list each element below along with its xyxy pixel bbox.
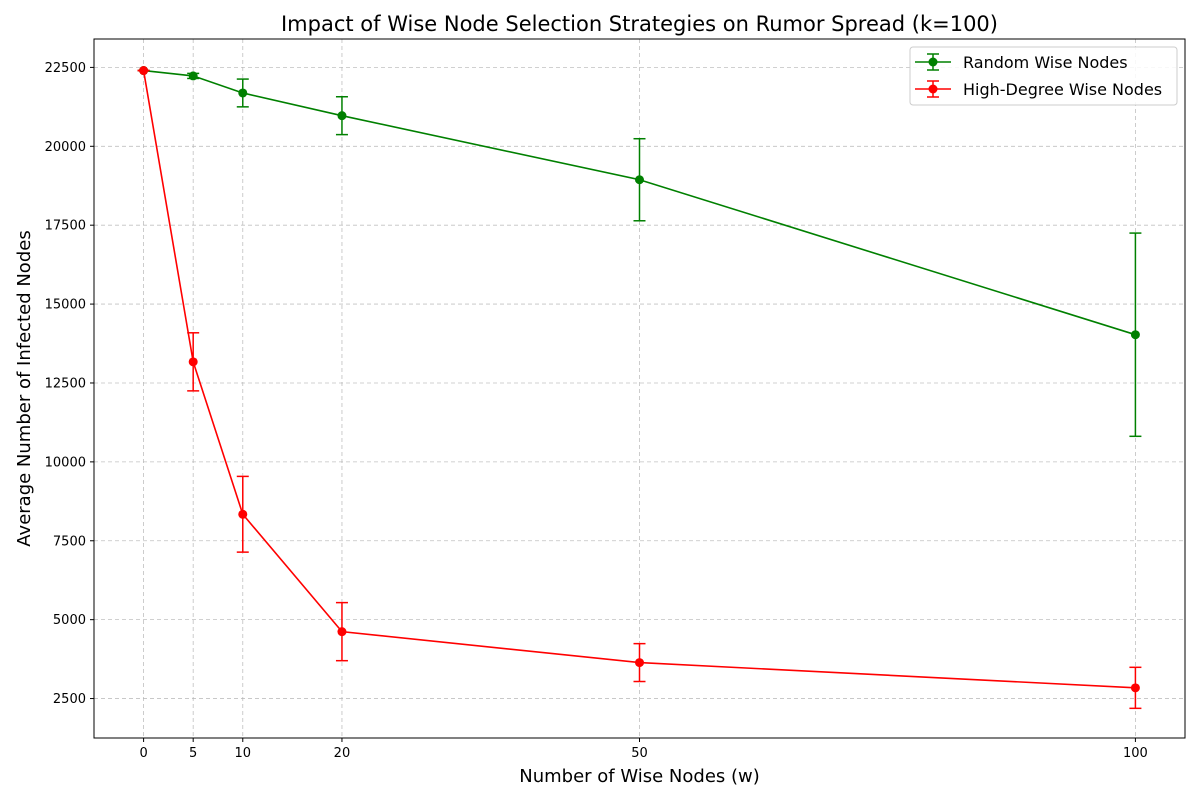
data-point [139,66,149,76]
y-tick-label: 12500 [45,376,86,391]
series-1 [137,66,1142,710]
y-tick-label: 22500 [45,61,86,76]
x-tick-label: 50 [631,746,648,761]
legend: Random Wise Nodes High-Degree Wise Nodes [909,46,1178,106]
series-line [143,69,1136,336]
data-point [337,627,347,637]
data-point [238,88,248,98]
y-tick-label: 10000 [45,455,86,470]
y-tick-label: 15000 [45,298,86,313]
data-point [188,71,198,81]
data-point [238,509,248,519]
x-tick-label: 20 [334,746,351,761]
series-0 [137,66,1142,438]
series-layer [137,66,1142,710]
y-tick-label: 7500 [53,534,86,549]
y-tick-label: 17500 [45,219,86,234]
data-point [1130,330,1140,340]
data-point [337,111,347,121]
legend-marker [928,57,938,67]
data-point [635,658,644,668]
data-point [1130,683,1140,693]
y-tick-label: 2500 [53,692,86,707]
ticks: 0 5 10 20 50 100 2500 5000 7500 10000 12500 15000 17… [45,61,1148,761]
chart-title: Impact of Wise Node Selection Strategies… [281,12,998,36]
x-tick-label: 100 [1123,746,1148,761]
x-axis-label: Number of Wise Nodes (w) [519,766,760,787]
x-tick-label: 0 [139,746,147,761]
y-axis-label: Average Number of Infected Nodes [14,230,35,546]
series-line [142,70,1136,689]
legend-box [909,46,1178,106]
data-point [635,175,644,185]
y-tick-label: 5000 [53,613,86,628]
legend-label: Random Wise Nodes [963,53,1128,72]
legend-marker [928,84,938,94]
data-point [188,357,198,367]
legend-label: High-Degree Wise Nodes [963,80,1162,99]
x-tick-label: 5 [189,746,197,761]
y-tick-label: 20000 [45,140,86,155]
x-tick-label: 10 [234,746,251,761]
